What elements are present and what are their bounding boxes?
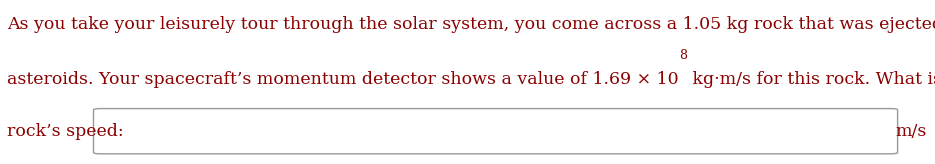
Text: kg·m/s for this rock. What is the rock’s speed?: kg·m/s for this rock. What is the rock’s… [687,71,935,88]
Text: asteroids. Your spacecraft’s momentum detector shows a value of 1.69 × 10: asteroids. Your spacecraft’s momentum de… [7,71,679,88]
Text: 8: 8 [679,49,687,62]
Text: m/s: m/s [896,123,928,140]
Text: As you take your leisurely tour through the solar system, you come across a 1.05: As you take your leisurely tour through … [7,16,935,33]
Text: rock’s speed:: rock’s speed: [7,123,124,140]
